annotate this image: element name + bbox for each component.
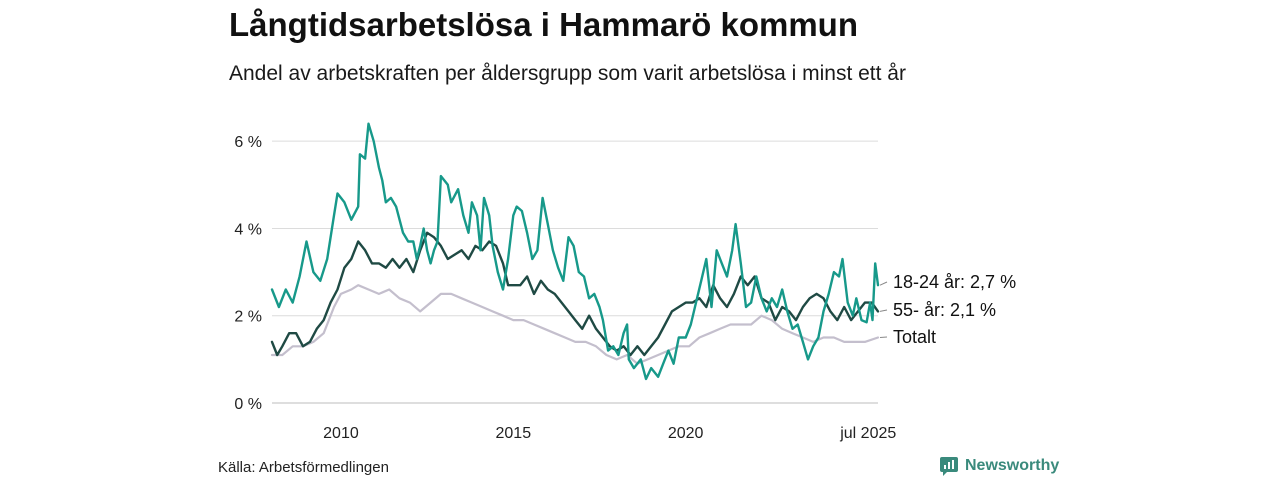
series-labels: 18-24 år: 2,7 % 55- år: 2,1 % Totalt — [879, 272, 1016, 347]
source-note: Källa: Arbetsförmedlingen — [218, 459, 389, 476]
series-line-total — [270, 284, 880, 365]
x-tick-label: 2015 — [496, 425, 532, 442]
series-lines — [270, 122, 880, 381]
y-tick-label: 2 % — [234, 309, 262, 326]
x-tick-label: jul 2025 — [839, 425, 896, 442]
series-label-youth: 18-24 år: 2,7 % — [893, 272, 1016, 292]
label-leader-line — [879, 309, 888, 312]
y-tick-label: 6 % — [234, 134, 262, 151]
axis-labels: 0 % 2 % 4 % 6 % 2010 2015 2020 jul 2025 — [234, 134, 896, 442]
gridlines — [272, 140, 878, 404]
label-leader-line — [879, 281, 888, 286]
series-label-total: Totalt — [893, 327, 936, 347]
chart-title: Långtidsarbetslösa i Hammarö kommun — [229, 6, 858, 43]
y-tick-label: 4 % — [234, 221, 262, 238]
chart-subtitle: Andel av arbetskraften per åldersgrupp s… — [229, 62, 906, 85]
x-tick-label: 2020 — [668, 425, 704, 442]
series-line-youth — [270, 122, 880, 381]
newsworthy-logo-icon — [940, 457, 958, 476]
y-tick-label: 0 % — [234, 396, 262, 413]
x-tick-label: 2010 — [323, 425, 359, 442]
series-label-senior: 55- år: 2,1 % — [893, 300, 996, 320]
brand-logo[interactable]: Newsworthy — [939, 456, 1059, 476]
series-line-senior — [270, 231, 880, 357]
brand-name: Newsworthy — [965, 457, 1060, 474]
label-leader-line — [879, 336, 888, 339]
